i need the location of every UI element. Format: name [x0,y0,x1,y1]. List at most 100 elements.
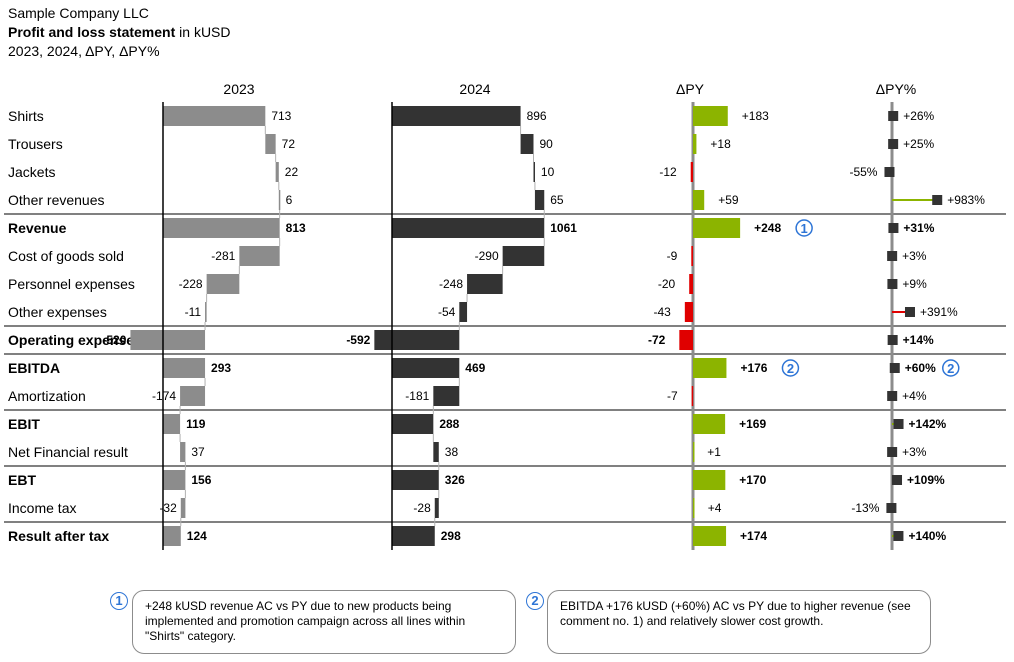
delta-pct-data-label: +26% [903,109,934,123]
delta-pct-head [886,503,897,513]
report-title: Profit and loss statement in kUSD [8,23,231,42]
ac-2024-bar [392,414,434,434]
row-label: Other expenses [8,304,107,320]
ac-2024-data-label: -181 [405,389,429,403]
py-2023-data-label: 22 [285,165,299,179]
column-header-delta-py: ΔPY [676,81,705,97]
row-label: Result after tax [8,528,109,544]
ac-2024-bar [392,526,435,546]
ac-2024-data-label: -248 [439,277,463,291]
py-2023-bar [206,274,240,294]
ac-2024-bar [502,246,545,266]
delta-data-label: -7 [667,389,678,403]
delta-comment-number: 2 [787,361,794,376]
delta-pct-head [888,223,899,233]
ac-2024-data-label: 298 [441,529,461,543]
delta-comment-badge [795,219,813,237]
row-label: Revenue [8,220,67,236]
row-label: EBITDA [8,360,60,376]
ac-2024-data-label: 469 [465,361,485,375]
delta-bar [693,526,727,546]
py-2023-data-label: -11 [185,305,202,319]
py-2023-data-label: -174 [152,389,176,403]
pnl-chart: 2023 2024 ΔPY ΔPY% Shirts Trousers Jackets Othe… [4,81,1006,550]
delta-bar [679,330,693,350]
py-2023-bar [239,246,280,266]
delta-pct-head [932,195,943,205]
delta-data-label: +1 [707,445,721,459]
comment-text-1: +248 kUSD revenue AC vs PY due to new pr… [145,599,466,643]
delta-pct-data-label: +14% [903,333,934,347]
delta-data-label: -43 [653,305,671,319]
report-header: Sample Company LLC Profit and loss state… [8,4,231,61]
py-2023-data-label: 6 [286,193,293,207]
py-2023-data-label: 37 [191,445,205,459]
ac-2024-data-label: 90 [539,137,553,151]
ac-2024-bar [520,134,534,154]
py-2023-data-label: -228 [179,277,203,291]
ac-2024-data-label: -290 [475,249,499,263]
delta-bar [689,274,693,294]
delta-data-label: +174 [740,529,767,543]
ac-2024-bar [533,162,535,182]
row-label: Operating expenses [8,332,142,348]
delta-comment-number: 1 [801,221,808,236]
ac-2024-bar [392,218,545,238]
ac-2024-data-label: 1061 [550,221,577,235]
delta-pct-data-label: +31% [903,221,934,235]
ac-2024-data-label: -592 [346,333,370,347]
delta-pct-data-label: +60% [905,361,936,375]
py-2023-bar [180,442,186,462]
ac-2024-data-label: 326 [445,473,465,487]
delta-data-label: -12 [659,165,677,179]
py-2023-bar [163,218,280,238]
ac-2024-bar [433,386,460,406]
ac-2024-bar [374,330,460,350]
delta-pct-head [888,139,899,149]
comment-badge-2: 2 [526,592,544,610]
delta-bar [690,162,693,182]
ac-2024-bar [434,498,439,518]
ac-2024-data-label: 896 [527,109,547,123]
delta-bar [693,190,705,210]
comment-box-1: +248 kUSD revenue AC vs PY due to new pr… [132,590,516,654]
delta-bar [691,246,693,266]
delta-pct-comment-badge [942,359,960,377]
ac-2024-bar [467,274,503,294]
py-2023-data-label: 813 [286,221,306,235]
row-label: Cost of goods sold [8,248,124,264]
delta-bar [693,442,695,462]
row-label: Other revenues [8,192,105,208]
delta-data-label: +4 [708,501,722,515]
delta-data-label: -20 [658,277,676,291]
delta-pct-data-label: +983% [947,193,985,207]
delta-pct-head [887,391,898,401]
py-2023-bar [163,470,186,490]
row-label: Jackets [8,164,55,180]
delta-bar [693,218,741,238]
delta-pct-head [887,447,898,457]
delta-bar [693,414,726,434]
comment-box-2: EBITDA +176 kUSD (+60%) AC vs PY due to … [547,590,931,654]
delta-pct-head [884,167,895,177]
delta-pct-data-label: +3% [902,445,927,459]
delta-pct-data-label: +9% [902,277,927,291]
comment-badge-1: 1 [110,592,128,610]
ac-2024-bar [534,190,545,210]
delta-pct-data-label: +391% [920,305,958,319]
delta-pct-comment-number: 2 [947,361,954,376]
delta-pct-head [889,363,900,373]
delta-data-label: -9 [667,249,678,263]
comment-text-2: EBITDA +176 kUSD (+60%) AC vs PY due to … [560,599,911,628]
delta-pct-data-label: +25% [903,137,934,151]
py-2023-bar [130,330,206,350]
report-title-main: Profit and loss statement [8,24,176,40]
delta-bar [691,386,694,406]
py-2023-data-label: -32 [159,501,177,515]
column-header-2024: 2024 [459,81,490,97]
delta-pct-data-label: -13% [851,501,879,515]
py-2023-bar [180,498,186,518]
py-2023-data-label: 156 [191,473,211,487]
delta-bar [693,470,726,490]
delta-data-label: +59 [718,193,739,207]
